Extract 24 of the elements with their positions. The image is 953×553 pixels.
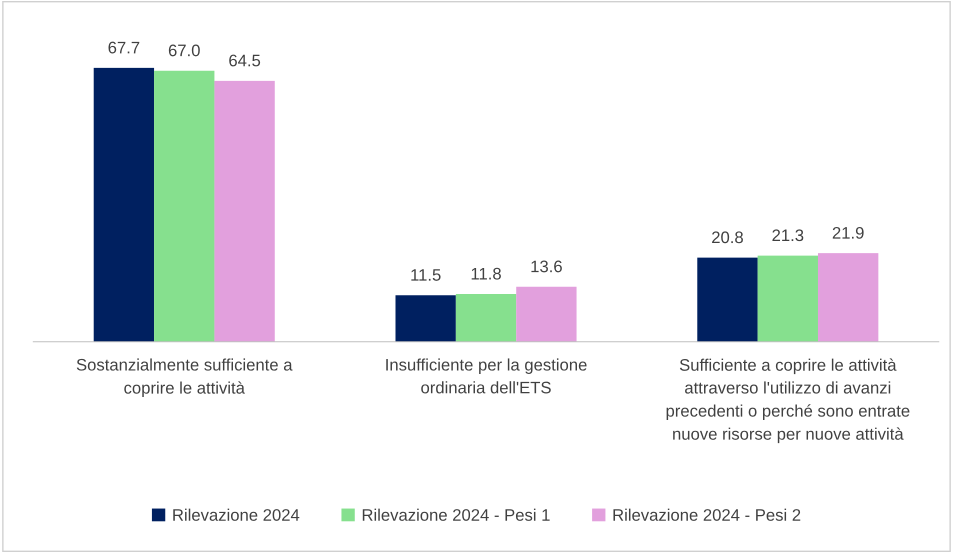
data-label: 21.9 <box>832 226 864 239</box>
data-label: 67.7 <box>108 42 140 54</box>
bar <box>758 256 818 342</box>
data-label: 20.8 <box>712 231 743 244</box>
legend-label: Rilevazione 2024 - Pesi 1 <box>362 508 550 521</box>
x-tick-label: Sostanzialmente sufficiente a coprire le attività <box>76 358 292 398</box>
bar <box>395 295 456 342</box>
data-label: 64.5 <box>229 54 260 66</box>
legend-label: Rilevazione 2024 <box>173 508 300 521</box>
data-label: 13.6 <box>531 260 562 272</box>
bar <box>214 80 275 342</box>
data-label: 11.5 <box>411 269 441 281</box>
x-tick-label: Insufficiente per la gestione ordinaria dell'ETS <box>386 358 587 394</box>
bar <box>818 253 878 342</box>
bar <box>516 286 577 342</box>
data-label: 67.0 <box>168 44 200 56</box>
x-tick-label: Sufficiente a coprire le attività attraverso l'utilizzo di avanzi precedenti o perché sono entrate nuove risorse per nuove attività <box>666 358 910 444</box>
bar <box>456 294 516 342</box>
bar <box>697 258 758 342</box>
bar <box>154 70 214 342</box>
bar <box>94 68 154 342</box>
data-label: 11.8 <box>472 268 501 280</box>
legend-label: Rilevazione 2024 - Pesi 2 <box>613 508 800 521</box>
data-label: 21.3 <box>772 229 804 242</box>
